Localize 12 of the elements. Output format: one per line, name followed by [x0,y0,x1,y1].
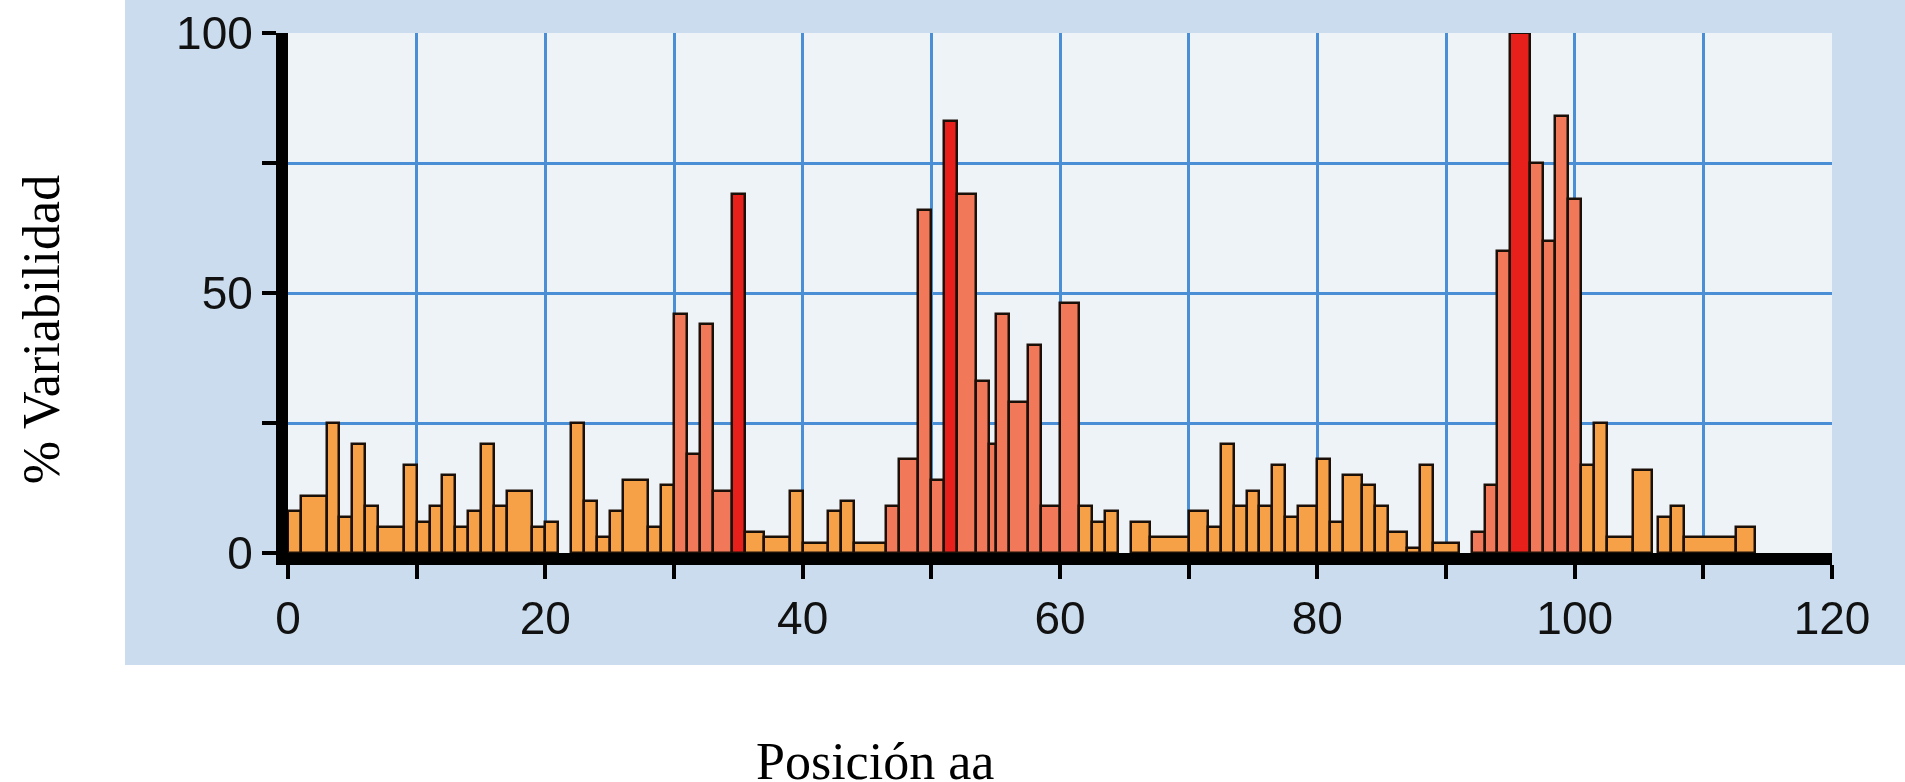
x-tick-label: 40 [777,592,829,645]
x-tick-label: 60 [1034,592,1086,645]
x-axis-title: Posición aa [756,733,995,782]
y-tick-label: 0 [227,527,253,580]
y-tick-label: 50 [201,267,253,320]
x-tick-label: 100 [1536,592,1614,645]
y-axis-title: % Variabilidad [12,174,70,485]
y-tick-label: 100 [176,7,253,60]
x-tick-label: 20 [519,592,571,645]
x-tick-label: 120 [1793,592,1871,645]
x-tick-label: 0 [275,592,301,645]
x-tick-label: 80 [1291,592,1343,645]
